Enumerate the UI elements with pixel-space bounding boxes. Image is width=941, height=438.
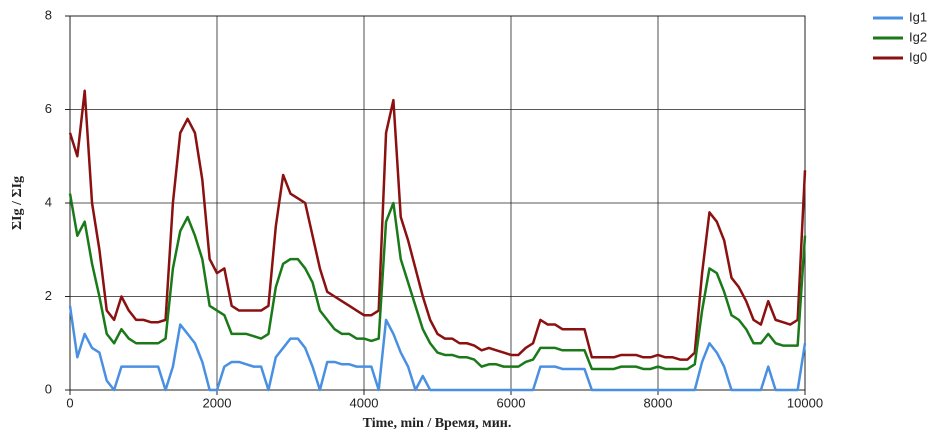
legend-label: Ig2 xyxy=(909,29,927,44)
y-tick-label: 6 xyxy=(45,101,52,116)
x-tick-label: 6000 xyxy=(497,395,526,410)
y-tick-label: 0 xyxy=(45,381,52,396)
series-line xyxy=(68,89,807,361)
x-tick-label: 0 xyxy=(66,395,73,410)
x-tick-label: 2000 xyxy=(203,395,232,410)
legend-label: Ig0 xyxy=(909,49,927,64)
x-axis-label: Time, min / Время, мин. xyxy=(363,416,512,431)
y-tick-label: 8 xyxy=(45,7,52,22)
x-tick-label: 8000 xyxy=(644,395,673,410)
series-line xyxy=(68,305,807,392)
legend-label: Ig1 xyxy=(909,9,927,24)
y-tick-label: 4 xyxy=(45,194,52,209)
y-tick-label: 2 xyxy=(45,288,52,303)
x-tick-label: 10000 xyxy=(787,395,823,410)
y-axis-label: ΣIg / ΣIg xyxy=(10,176,25,230)
series-line xyxy=(68,193,807,371)
x-tick-label: 4000 xyxy=(350,395,379,410)
